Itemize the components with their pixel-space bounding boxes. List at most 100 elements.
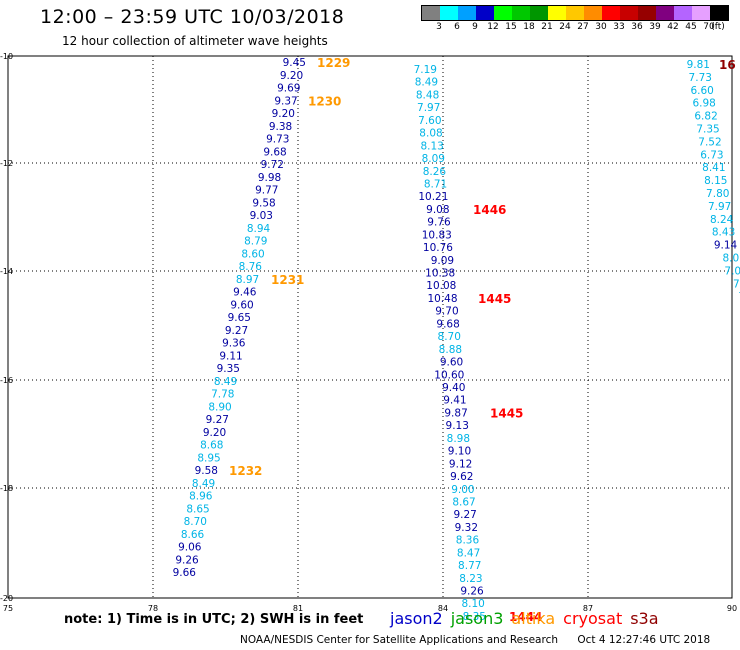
wave-height-value: 9.37 bbox=[274, 95, 297, 107]
wave-height-value: 6.98 bbox=[692, 98, 715, 110]
wave-height-value: 9.20 bbox=[272, 108, 295, 120]
color-scale-label: 12 bbox=[487, 22, 499, 32]
wave-height-value: 9.87 bbox=[444, 407, 467, 419]
color-scale-label: 70 bbox=[703, 22, 715, 32]
wave-height-value: 7. bbox=[733, 278, 740, 290]
color-scale-bar bbox=[421, 5, 729, 21]
legend-jason3: jason3 bbox=[450, 609, 504, 628]
wave-height-value: 9.81 bbox=[687, 59, 710, 71]
wave-height-value: 8.70 bbox=[184, 516, 207, 528]
wave-height-value: 6.82 bbox=[694, 111, 717, 123]
wave-height-value: 6.60 bbox=[690, 85, 713, 97]
pass-time-label: 1445 bbox=[478, 292, 511, 306]
wave-height-value: 9.20 bbox=[203, 427, 226, 439]
color-swatch bbox=[602, 6, 620, 20]
wave-height-value: 7.73 bbox=[689, 72, 712, 84]
wave-height-value: 9.45 bbox=[283, 57, 306, 69]
wave-height-value: 9.76 bbox=[427, 217, 451, 229]
wave-height-value: 9.58 bbox=[252, 197, 275, 209]
color-scale-label: 42 bbox=[667, 22, 679, 32]
color-scale-labels: 3 6 9 12 15 18 21 24 27 30 33 36 39 42 45 70 (ft) bbox=[421, 22, 727, 34]
wave-height-value: 9.10 bbox=[448, 446, 471, 458]
color-swatch bbox=[548, 6, 566, 20]
wave-height-value: 8.43 bbox=[712, 227, 735, 239]
color-swatch bbox=[566, 6, 584, 20]
color-scale-label: 27 bbox=[577, 22, 589, 32]
color-scale-label: 6 bbox=[454, 22, 460, 32]
wave-height-value: 10.60 bbox=[434, 369, 464, 381]
wave-height-track: 9.817.736.606.986.827.357.526.738.418.15… bbox=[687, 58, 740, 303]
color-scale-label: 30 bbox=[595, 22, 607, 32]
wave-height-value: 9.38 bbox=[269, 121, 292, 133]
wave-height-value: 9.27 bbox=[453, 509, 476, 521]
color-scale-label: 21 bbox=[541, 22, 553, 32]
color-swatch bbox=[494, 6, 512, 20]
color-scale-label: 33 bbox=[613, 22, 625, 32]
wave-height-value: 8.96 bbox=[189, 491, 213, 503]
color-swatch bbox=[692, 6, 710, 20]
wave-height-value: 8.98 bbox=[447, 433, 470, 445]
wave-height-track: 9.459.209.699.379.209.389.739.689.729.98… bbox=[173, 56, 351, 579]
wave-height-value: 8.71 bbox=[424, 178, 447, 190]
color-swatch bbox=[620, 6, 638, 20]
wave-height-value: 9.08 bbox=[426, 204, 449, 216]
wave-height-value: 9.13 bbox=[446, 420, 469, 432]
wave-height-value: 9.40 bbox=[442, 382, 465, 394]
legend-s3a: s3a bbox=[630, 609, 659, 628]
wave-height-value: 7.0 bbox=[724, 265, 740, 277]
wave-height-value: 9.68 bbox=[263, 146, 286, 158]
wave-height-value: 9.69 bbox=[277, 83, 300, 95]
wave-height-value: 8.65 bbox=[186, 503, 209, 515]
color-scale-label: 39 bbox=[649, 22, 661, 32]
wave-height-value: 9.62 bbox=[450, 471, 473, 483]
color-swatch bbox=[458, 6, 476, 20]
wave-height-value: 8.60 bbox=[241, 248, 264, 260]
wave-height-value: 8.68 bbox=[200, 440, 223, 452]
wave-height-value: 7.97 bbox=[417, 102, 440, 114]
wave-height-value: 7.52 bbox=[698, 136, 721, 148]
pass-time-label: 16 bbox=[719, 58, 736, 72]
wave-height-value: 8.70 bbox=[438, 331, 461, 343]
pass-time-label: 1232 bbox=[229, 464, 262, 478]
wave-height-value: 10.08 bbox=[426, 280, 456, 292]
wave-height-value: 9.06 bbox=[178, 542, 202, 554]
wave-height-value: 9.98 bbox=[258, 172, 281, 184]
wave-height-value: 8.94 bbox=[247, 223, 271, 235]
legend-jason2: jason2 bbox=[390, 609, 443, 628]
color-swatch bbox=[674, 6, 692, 20]
wave-height-value: 7.35 bbox=[696, 124, 719, 136]
wave-height-value: 8.36 bbox=[456, 535, 480, 547]
pass-time-label: 1230 bbox=[308, 94, 341, 108]
wave-height-value: 9.72 bbox=[261, 159, 284, 171]
wave-height-value: 10.83 bbox=[422, 229, 452, 241]
wave-height-value: 8.49 bbox=[415, 77, 438, 89]
wave-height-value: 8.10 bbox=[461, 598, 484, 610]
x-tick-label: 75 bbox=[3, 604, 13, 613]
wave-height-value: 9.66 bbox=[173, 567, 197, 579]
wave-height-value: 9.09 bbox=[431, 255, 454, 267]
pass-time-label: 1446 bbox=[473, 203, 506, 217]
wave-height-value: 9.27 bbox=[225, 325, 248, 337]
y-tick-label: -16 bbox=[0, 376, 13, 385]
y-tick-label: -14 bbox=[0, 267, 13, 276]
wave-height-value: 8.95 bbox=[197, 452, 220, 464]
wave-height-value: 9.11 bbox=[219, 350, 242, 362]
wave-height-value: 9.70 bbox=[435, 306, 458, 318]
pass-time-label: 1445 bbox=[490, 406, 523, 420]
wave-height-value: 8.26 bbox=[423, 166, 447, 178]
color-scale-label: (ft) bbox=[711, 22, 725, 32]
wave-height-value: 9.14 bbox=[714, 240, 738, 252]
wave-height-value: 8.48 bbox=[416, 89, 439, 101]
footer-timestamp: Oct 4 12:27:46 UTC 2018 bbox=[577, 634, 711, 646]
wave-height-value: 8.09 bbox=[422, 153, 445, 165]
wave-height-value: 9.60 bbox=[440, 357, 463, 369]
color-scale-label: 15 bbox=[505, 22, 517, 32]
color-swatch bbox=[530, 6, 548, 20]
wave-height-value: 7.80 bbox=[706, 188, 729, 200]
wave-height-value: 9.65 bbox=[228, 312, 251, 324]
wave-height-value: 9.58 bbox=[195, 465, 218, 477]
color-swatch bbox=[656, 6, 674, 20]
map-title: 12:00 – 23:59 UTC 10/03/2018 bbox=[40, 6, 345, 28]
pass-time-label: 1444 bbox=[509, 610, 542, 624]
wave-height-value: 9.73 bbox=[266, 134, 289, 146]
